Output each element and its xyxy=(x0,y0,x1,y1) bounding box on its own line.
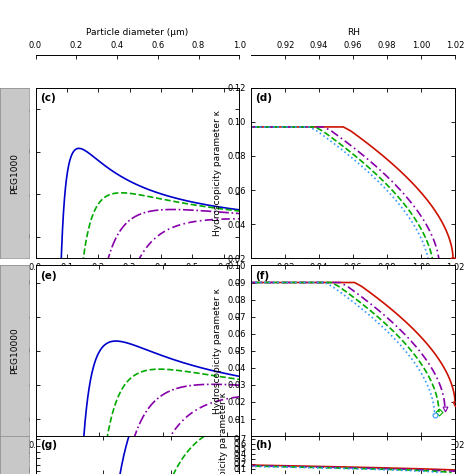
Y-axis label: Hydroscopicity parameter κ: Hydroscopicity parameter κ xyxy=(213,110,222,236)
X-axis label: RH: RH xyxy=(346,456,360,465)
Text: (g): (g) xyxy=(40,440,56,450)
Text: (h): (h) xyxy=(255,440,272,450)
X-axis label: Particle diameter (µm): Particle diameter (µm) xyxy=(86,28,189,37)
Text: PEG10000: PEG10000 xyxy=(10,328,19,374)
Y-axis label: Supersaturation (%): Supersaturation (%) xyxy=(3,410,12,474)
Y-axis label: Hydroscopicity parameter κ: Hydroscopicity parameter κ xyxy=(213,288,222,414)
X-axis label: RH: RH xyxy=(346,278,360,287)
Text: (e): (e) xyxy=(40,271,56,281)
Text: PEG1000: PEG1000 xyxy=(10,153,19,193)
Text: (c): (c) xyxy=(40,93,55,103)
Y-axis label: Hydroscopicity parameter κ: Hydroscopicity parameter κ xyxy=(219,392,228,474)
Y-axis label: Supersaturation (%): Supersaturation (%) xyxy=(3,305,12,396)
X-axis label: Particle diameter (µm): Particle diameter (µm) xyxy=(86,278,189,287)
X-axis label: RH: RH xyxy=(346,28,360,37)
X-axis label: Particle diameter (µm): Particle diameter (µm) xyxy=(86,456,189,465)
Text: (d): (d) xyxy=(255,93,272,103)
Text: (f): (f) xyxy=(255,271,269,281)
Y-axis label: Supersaturation (%): Supersaturation (%) xyxy=(3,128,12,219)
